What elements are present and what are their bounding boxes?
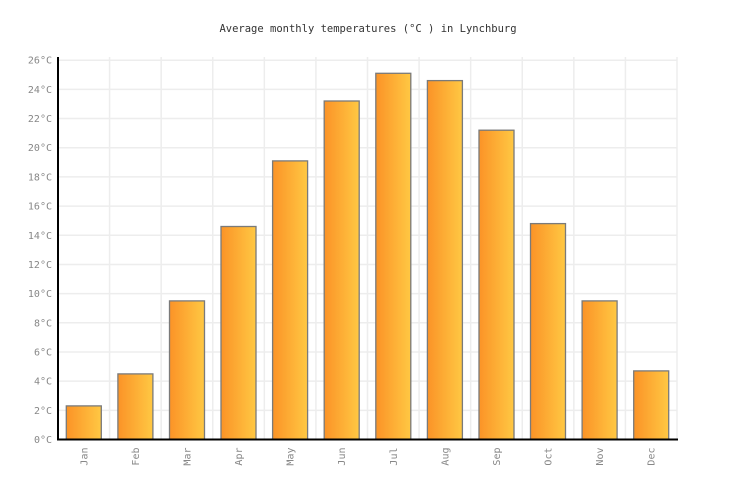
chart-title: Average monthly temperatures (°C ) in Ly… (219, 23, 516, 35)
x-tick-label-feb: Feb (131, 448, 142, 466)
x-tick-label-mar: Mar (183, 448, 194, 466)
y-tick-label: 24°C (28, 85, 52, 96)
y-tick-label: 26°C (28, 56, 52, 67)
gridlines (58, 57, 678, 440)
y-tick-label: 14°C (28, 231, 52, 242)
x-tick-label-aug: Aug (440, 448, 451, 466)
bar-mar (168, 300, 206, 441)
y-tick-label: 20°C (28, 143, 52, 154)
x-tick-label-sep: Sep (492, 448, 503, 466)
bar-aug (426, 79, 464, 441)
x-tick-label-jun: Jun (337, 448, 348, 466)
bars (65, 72, 670, 441)
bar-sep (478, 129, 515, 441)
y-tick-label: 2°C (34, 406, 52, 417)
bar-jan (65, 405, 102, 441)
bar-feb (117, 373, 154, 441)
y-tick-label: 12°C (28, 260, 52, 271)
bar-dec (633, 370, 670, 441)
x-tick-label-jul: Jul (389, 448, 400, 466)
bar-jun (323, 100, 360, 441)
x-tick-label-dec: Dec (647, 448, 658, 466)
x-tick-label-jan: Jan (79, 448, 90, 466)
y-tick-label: 16°C (28, 202, 52, 213)
bar-oct (529, 222, 567, 441)
bar-may (271, 160, 309, 441)
bar-apr (220, 225, 257, 441)
y-tick-label: 0°C (34, 435, 52, 446)
y-tick-label: 10°C (28, 289, 52, 300)
x-tick-label-may: May (286, 448, 297, 466)
x-tick-label-apr: Apr (234, 448, 245, 466)
y-tick-label: 4°C (34, 377, 52, 388)
axes (57, 57, 678, 441)
tick-labels: 0°C 2°C 4°C 6°C 8°C 10°C 12°C 14°C 16°C 18°C 20°C 2… (28, 56, 658, 466)
x-tick-label-nov: Nov (595, 448, 606, 466)
y-tick-label: 18°C (28, 172, 52, 183)
bar-nov (581, 300, 618, 441)
y-tick-label: 22°C (28, 114, 52, 125)
bar-jul (375, 72, 412, 441)
x-tick-label-oct: Oct (544, 448, 555, 466)
y-tick-label: 6°C (34, 348, 52, 359)
y-tick-label: 8°C (34, 318, 52, 329)
